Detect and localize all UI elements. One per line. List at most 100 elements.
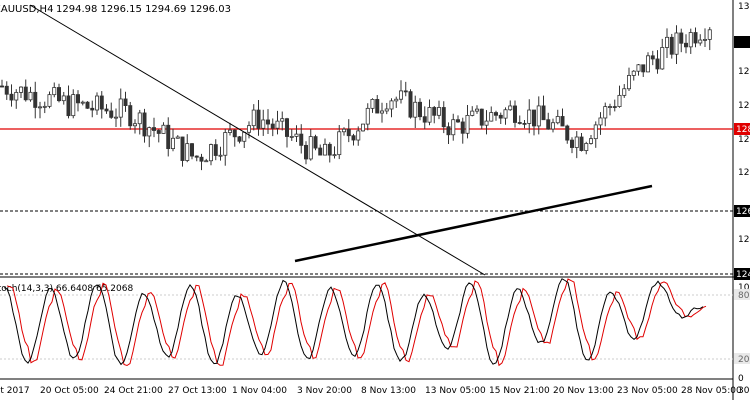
candlestick-series	[0, 25, 712, 171]
candle-body	[123, 98, 128, 106]
candle-body	[536, 105, 541, 127]
candle-body	[522, 122, 527, 125]
candle-body	[574, 136, 579, 148]
time-tick-label: 30 Nov	[738, 386, 750, 396]
candle-body	[80, 101, 85, 104]
candle-body	[641, 64, 646, 73]
time-tick-label: 27 Oct 13:00	[168, 386, 227, 396]
candle-body	[199, 156, 204, 162]
support-level-tag	[734, 205, 750, 217]
time-axis: 17 Oct 2017 20 Oct 05:00 24 Oct 21:00 27…	[0, 386, 750, 396]
candle-body	[246, 125, 251, 133]
support-level-label: 1267	[736, 207, 750, 217]
descending-trendline[interactable]	[29, 4, 486, 276]
candle-body	[161, 124, 166, 134]
candle-body	[513, 105, 518, 123]
candle-body	[270, 123, 275, 129]
candle-body	[679, 32, 684, 44]
candle-body	[408, 91, 413, 118]
candle-body	[360, 123, 365, 132]
candle-body	[541, 105, 546, 121]
candle-body	[213, 144, 218, 156]
candle-body	[674, 32, 679, 55]
candle-body	[427, 107, 432, 123]
candle-body	[603, 106, 608, 119]
candle-body	[422, 116, 427, 123]
candle-body	[389, 100, 394, 110]
candle-body	[242, 131, 247, 142]
candle-body	[570, 139, 575, 148]
candle-body	[384, 108, 389, 112]
candle-body	[251, 109, 256, 127]
candle-body	[76, 94, 81, 104]
candle-body	[109, 110, 114, 118]
ascending-trendline[interactable]	[294, 184, 653, 263]
candle-body	[118, 98, 123, 118]
candle-body	[128, 105, 133, 127]
candle-body	[660, 47, 665, 70]
candle-body	[147, 127, 152, 137]
candle-body	[474, 108, 479, 112]
candle-body	[256, 109, 261, 129]
candle-body	[560, 116, 565, 127]
candle-body	[465, 115, 470, 134]
candle-body	[546, 119, 551, 130]
candle-body	[90, 107, 95, 111]
candle-body	[356, 130, 361, 141]
candle-body	[527, 109, 532, 124]
candle-body	[593, 124, 598, 140]
candle-body	[14, 91, 19, 101]
candle-body	[598, 117, 603, 126]
candle-body	[114, 116, 119, 119]
candle-body	[579, 136, 584, 151]
candle-body	[650, 55, 655, 60]
candle-body	[223, 132, 228, 156]
time-tick-label: 13 Nov 05:00	[425, 386, 486, 396]
candle-body	[398, 90, 403, 100]
candle-body	[617, 94, 622, 107]
stoch-level-label: 100	[738, 283, 750, 293]
candle-body	[151, 127, 156, 131]
candle-body	[508, 105, 513, 111]
time-tick-label: 17 Oct 2017	[0, 386, 30, 396]
candle-body	[375, 99, 380, 114]
price-tick-label: 1250	[738, 168, 750, 178]
price-tick-label: 1260	[738, 135, 750, 145]
candle-body	[417, 101, 422, 118]
candle-body	[261, 119, 266, 129]
candle-body	[470, 110, 475, 116]
candle-body	[684, 42, 689, 48]
candle-body	[493, 112, 498, 116]
candle-body	[47, 94, 52, 107]
candle-body	[379, 110, 384, 114]
candle-body	[57, 87, 62, 102]
chart-symbol-title: XAUUSD,H4	[0, 4, 53, 15]
candle-body	[280, 118, 285, 122]
candle-body	[9, 93, 14, 101]
candle-body	[693, 32, 698, 44]
bottom-level-label: 1240	[736, 270, 750, 280]
candle-body	[555, 116, 560, 124]
candle-body	[95, 95, 100, 111]
candle-body	[71, 94, 76, 117]
candle-body	[341, 128, 346, 133]
candle-body	[532, 109, 537, 127]
stoch-level-label: 80	[738, 291, 750, 301]
candle-body	[299, 133, 304, 146]
candle-body	[346, 128, 351, 137]
candle-body	[294, 133, 299, 137]
candle-body	[204, 160, 209, 163]
candle-body	[631, 70, 636, 76]
candle-body	[104, 108, 109, 112]
candle-body	[688, 32, 693, 48]
candle-body	[403, 90, 408, 93]
candle-body	[703, 38, 708, 41]
candle-body	[627, 75, 632, 90]
candle-body	[365, 107, 370, 125]
candle-body	[227, 129, 232, 133]
candle-body	[52, 87, 57, 96]
candle-body	[551, 122, 556, 130]
resistance-level-label: 1280	[736, 125, 750, 135]
